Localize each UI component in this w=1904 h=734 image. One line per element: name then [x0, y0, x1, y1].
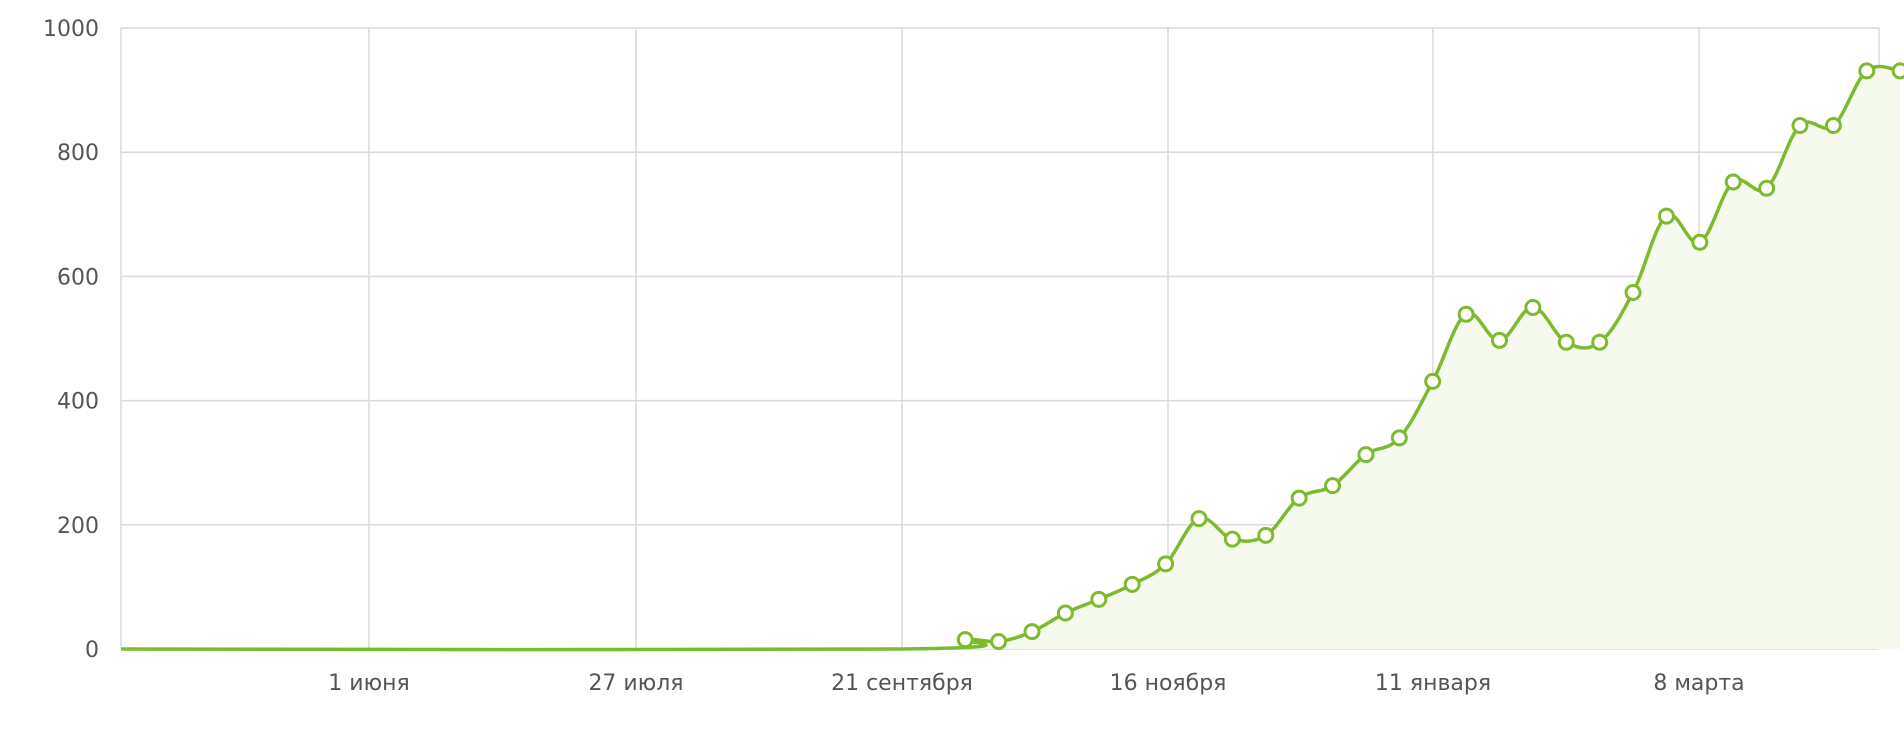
x-axis-labels: 1 июня 27 июля 21 сентября 16 ноября 11 янва…: [328, 671, 1744, 696]
data-point: [956, 631, 974, 649]
y-tick-label: 800: [57, 141, 99, 166]
data-point: [1824, 116, 1842, 134]
data-point: [1624, 284, 1642, 302]
x-tick-label: 16 ноября: [1110, 671, 1227, 696]
x-tick-label: 21 сентября: [831, 671, 973, 696]
data-point: [1023, 623, 1041, 641]
y-tick-label: 200: [57, 514, 99, 539]
data-point: [1524, 298, 1542, 316]
x-tick-label: 8 марта: [1653, 671, 1744, 696]
data-point: [1791, 116, 1809, 134]
y-tick-label: 1000: [43, 17, 99, 42]
data-point: [1758, 179, 1776, 197]
area-layer: [121, 66, 1901, 650]
data-point: [1324, 477, 1342, 495]
area-fill: [121, 66, 1901, 650]
data-point: [1390, 429, 1408, 447]
data-point: [1056, 604, 1074, 622]
y-tick-label: 400: [57, 390, 99, 415]
data-point: [1490, 331, 1508, 349]
data-point: [990, 633, 1008, 651]
data-point: [1591, 333, 1609, 351]
data-point: [1691, 233, 1709, 251]
data-point: [1891, 62, 1904, 80]
data-point: [1424, 372, 1442, 390]
data-point: [1357, 446, 1375, 464]
data-point: [1858, 62, 1876, 80]
data-point: [1157, 555, 1175, 573]
x-tick-label: 1 июня: [328, 671, 409, 696]
data-point: [1724, 173, 1742, 191]
data-point: [1290, 489, 1308, 507]
data-point: [1190, 510, 1208, 528]
x-tick-label: 11 января: [1375, 671, 1491, 696]
marker-layer: [956, 62, 1904, 651]
data-point: [1123, 575, 1141, 593]
data-point: [1257, 526, 1275, 544]
y-tick-label: 0: [85, 638, 99, 663]
y-axis-labels: 0 200 400 600 800 1000: [43, 17, 99, 663]
data-point: [1557, 333, 1575, 351]
data-point: [1223, 530, 1241, 548]
x-tick-label: 27 июля: [588, 671, 683, 696]
data-point: [1457, 305, 1475, 323]
data-point: [1657, 207, 1675, 225]
data-point: [1090, 590, 1108, 608]
y-tick-label: 600: [57, 265, 99, 290]
